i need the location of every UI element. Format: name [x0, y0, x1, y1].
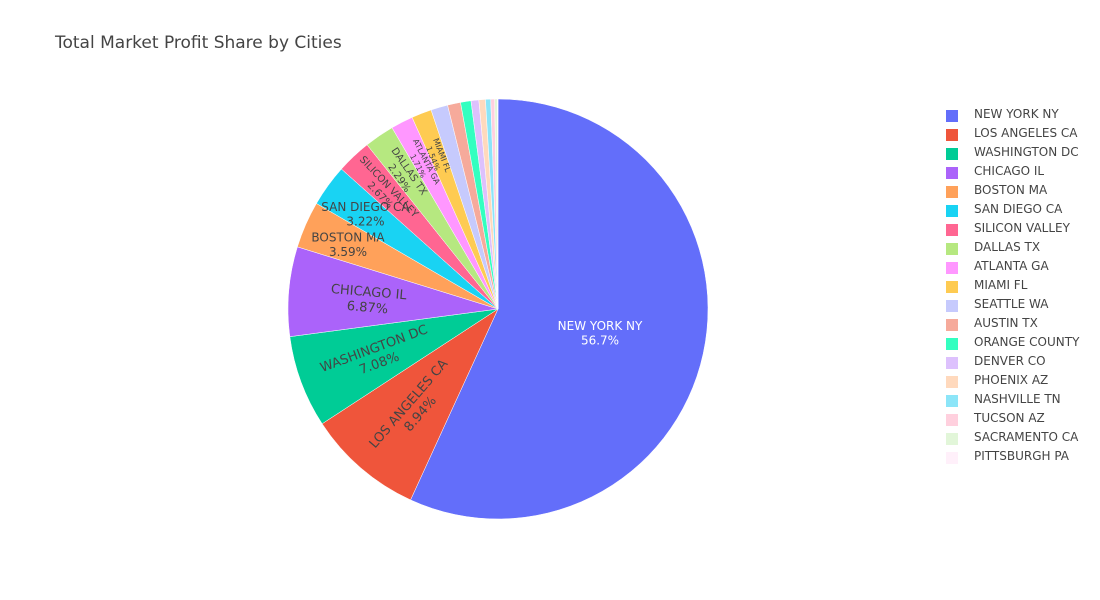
slice-label-san-diego-ca: SAN DIEGO CA3.22%	[321, 200, 410, 228]
legend-label: SAN DIEGO CA	[974, 202, 1063, 216]
pie-slice-pittsburgh-pa[interactable]	[497, 98, 499, 310]
slice-label-name: NEW YORK NY	[558, 319, 643, 333]
legend-label: PITTSBURGH PA	[974, 449, 1070, 463]
legend-swatch	[946, 167, 958, 179]
legend-label: BOSTON MA	[974, 183, 1048, 197]
legend-label: PHOENIX AZ	[974, 373, 1049, 387]
legend-label: DENVER CO	[974, 354, 1046, 368]
legend-label: ORANGE COUNTY	[974, 335, 1080, 349]
legend-label: MIAMI FL	[974, 278, 1028, 292]
legend-label: WASHINGTON DC	[974, 145, 1079, 159]
legend-swatch	[946, 376, 958, 388]
legend-swatch	[946, 262, 958, 274]
legend-label: TUCSON AZ	[974, 411, 1045, 425]
legend-swatch	[946, 243, 958, 255]
legend-swatch	[946, 357, 958, 369]
legend-swatch	[946, 148, 958, 160]
pie-slice-new-york-ny[interactable]	[410, 98, 709, 520]
legend-swatch	[946, 300, 958, 312]
legend-swatch	[946, 129, 958, 141]
slice-label-percent: 3.22%	[346, 214, 384, 228]
legend-label: NEW YORK NY	[974, 107, 1059, 121]
legend-label: CHICAGO IL	[974, 164, 1045, 178]
legend-swatch	[946, 186, 958, 198]
slice-label-name: CHICAGO IL	[330, 282, 408, 303]
slice-label-percent: 56.7%	[581, 334, 619, 348]
legend-swatch	[946, 205, 958, 217]
legend-label: SEATTLE WA	[974, 297, 1049, 311]
legend-swatch	[946, 433, 958, 445]
slice-label-percent: 3.59%	[329, 245, 367, 259]
slice-label-name: SAN DIEGO CA	[321, 200, 410, 214]
legend-swatch	[946, 110, 958, 122]
legend-swatch	[946, 224, 958, 236]
legend-label: ATLANTA GA	[974, 259, 1049, 273]
legend-swatch	[946, 395, 958, 407]
pie-slice-los-angeles-ca[interactable]	[321, 308, 499, 501]
chart-title: Total Market Profit Share by Cities	[55, 33, 342, 53]
slice-label-chicago-il: CHICAGO IL6.87%	[330, 282, 408, 317]
legend-label: LOS ANGELES CA	[974, 126, 1078, 140]
slice-label-boston-ma: BOSTON MA3.59%	[311, 230, 385, 258]
legend-label: SILICON VALLEY	[974, 221, 1070, 235]
legend-swatch	[946, 414, 958, 426]
legend-swatch	[946, 338, 958, 350]
slice-label-percent: 6.87%	[346, 299, 388, 317]
legend-swatch	[946, 319, 958, 331]
legend-label: SACRAMENTO CA	[974, 430, 1079, 444]
legend-swatch	[946, 452, 958, 464]
legend-swatch	[946, 281, 958, 293]
slice-label-name: BOSTON MA	[311, 230, 385, 244]
legend-label: NASHVILLE TN	[974, 392, 1061, 406]
legend-label: DALLAS TX	[974, 240, 1041, 254]
legend-label: AUSTIN TX	[974, 316, 1038, 330]
